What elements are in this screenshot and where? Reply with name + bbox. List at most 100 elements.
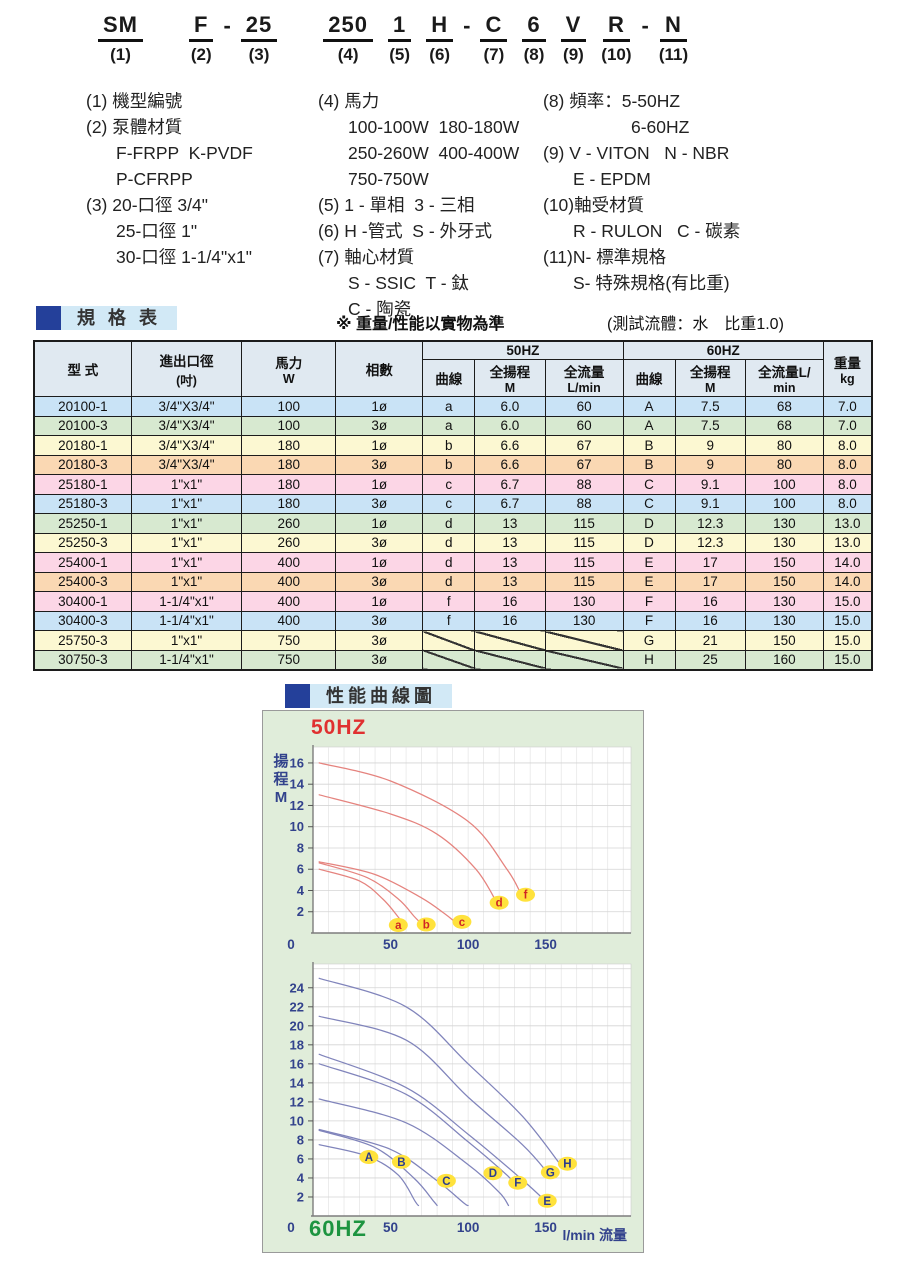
code-position-number: (8) bbox=[523, 45, 545, 64]
cell-flow-60: 160 bbox=[744, 649, 824, 670]
code-value: N bbox=[660, 12, 687, 42]
cell-model: 25400-3 bbox=[33, 571, 132, 592]
code-value: 1 bbox=[387, 12, 412, 42]
x-tick-label: 50 bbox=[383, 937, 398, 952]
cell-power: 180 bbox=[241, 454, 337, 475]
code-position-number: (4) bbox=[337, 45, 359, 64]
code-dash: - bbox=[463, 13, 471, 38]
col-header-phase: 相數 bbox=[335, 340, 424, 397]
col-header-model: 型 式 bbox=[33, 340, 132, 397]
col-header-60hz: 60HZ bbox=[622, 340, 824, 360]
cell-phase: 3ø bbox=[335, 571, 424, 592]
x-tick-label: 150 bbox=[534, 937, 557, 952]
col-header-power: 馬力 W bbox=[241, 340, 337, 397]
plot-area bbox=[312, 746, 632, 934]
code-value: 6 bbox=[522, 12, 546, 42]
table-row-30400-1: 30400-1 1-1/4"x1" 400 1ø f 16 130 F 16 130 15.0 bbox=[33, 591, 873, 612]
col-header-curve-60: 曲線 bbox=[622, 359, 676, 397]
cell-model: 30750-3 bbox=[33, 649, 132, 670]
code-part-2: F (2) bbox=[189, 12, 214, 65]
cell-head-60: 12.3 bbox=[674, 513, 746, 534]
table-row-25250-3: 25250-3 1"x1" 260 3ø d 13 115 D 12.3 130 13.0 bbox=[33, 532, 873, 553]
cell-flow-60: 150 bbox=[744, 552, 824, 573]
table-row-30400-3: 30400-3 1-1/4"x1" 400 3ø f 16 130 F 16 130 15.0 bbox=[33, 610, 873, 631]
cell-flow-60: 130 bbox=[744, 591, 824, 612]
cell-curve-50: b bbox=[422, 454, 476, 475]
curve-label-b: b bbox=[423, 919, 430, 931]
cell-power: 180 bbox=[241, 474, 337, 495]
cell-flow-60: 80 bbox=[744, 435, 824, 456]
legend-line: (3) 20-口徑 3/4" bbox=[86, 195, 208, 215]
cell-curve-50: f bbox=[422, 610, 476, 631]
cell-curve-60: A bbox=[622, 396, 676, 417]
cell-flow-60: 130 bbox=[744, 513, 824, 534]
legend-line: P-CFRPP bbox=[116, 169, 193, 189]
y-tick-label: 14 bbox=[290, 777, 305, 792]
curve-label-bg-A bbox=[359, 1150, 379, 1165]
legend-line: (5) 1 - 單相 3 - 三相 bbox=[318, 195, 475, 215]
curve-label-H: H bbox=[563, 1159, 571, 1171]
y-tick-label: 4 bbox=[297, 1170, 305, 1185]
cell-ports: 1-1/4"x1" bbox=[130, 649, 243, 670]
cell-ports: 1"x1" bbox=[130, 571, 243, 592]
code-position-number: (7) bbox=[483, 45, 505, 64]
code-part-9: V (9) bbox=[560, 12, 587, 65]
cell-weight: 8.0 bbox=[822, 493, 873, 514]
curve-label-D: D bbox=[489, 1168, 497, 1180]
curve-label-B: B bbox=[397, 1157, 405, 1169]
cell-power: 260 bbox=[241, 532, 337, 553]
curve-label-bg-B bbox=[391, 1154, 411, 1169]
table-row-25400-3: 25400-3 1"x1" 400 3ø d 13 115 E 17 150 14.0 bbox=[33, 571, 873, 592]
col-header-weight: 重量 kg bbox=[822, 340, 873, 397]
y-tick-label: 12 bbox=[290, 1094, 304, 1109]
cell-curve-50: d bbox=[422, 552, 476, 573]
x-tick-label: 100 bbox=[457, 937, 480, 952]
cell-weight: 14.0 bbox=[822, 552, 873, 573]
cell-flow-60: 150 bbox=[744, 571, 824, 592]
cell-model: 20100-3 bbox=[33, 415, 132, 436]
cell-ports: 1"x1" bbox=[130, 474, 243, 495]
cell-ports: 1"x1" bbox=[130, 532, 243, 553]
cell-phase: 1ø bbox=[335, 435, 424, 456]
cell-head-60: 17 bbox=[674, 552, 746, 573]
cell-phase: 3ø bbox=[335, 630, 424, 651]
code-position-number: (11) bbox=[658, 45, 689, 64]
cell-head-50: 6.0 bbox=[474, 396, 546, 417]
y-tick-label: 10 bbox=[290, 1113, 304, 1128]
curve-label-bg-a bbox=[388, 918, 408, 933]
cell-curve-60: A bbox=[622, 415, 676, 436]
cell-curve-60: B bbox=[622, 454, 676, 475]
curve-label-C: C bbox=[442, 1176, 450, 1188]
code-part-3: 25 (3) bbox=[240, 12, 278, 65]
curve-c bbox=[318, 861, 455, 922]
cell-head-60: 7.5 bbox=[674, 396, 746, 417]
table-row-20180-1: 20180-1 3/4"X3/4" 180 1ø b 6.6 67 B 9 80 8.0 bbox=[33, 435, 873, 456]
cell-model: 25750-3 bbox=[33, 630, 132, 651]
y-tick-label: 8 bbox=[297, 1132, 304, 1147]
cell-weight: 8.0 bbox=[822, 454, 873, 475]
cell-curve-50: d bbox=[422, 571, 476, 592]
blue-square-icon bbox=[285, 684, 310, 708]
code-position-number: (2) bbox=[190, 45, 212, 64]
cell-flow-50: 130 bbox=[544, 591, 624, 612]
curve-label-bg-b bbox=[416, 917, 436, 932]
code-value: V bbox=[560, 12, 587, 42]
cell-model: 30400-3 bbox=[33, 610, 132, 631]
cell-curve-50: d bbox=[422, 532, 476, 553]
cell-curve-50 bbox=[422, 630, 476, 651]
cell-head-60: 9 bbox=[674, 435, 746, 456]
cell-flow-50 bbox=[544, 630, 624, 651]
cell-model: 25400-1 bbox=[33, 552, 132, 573]
cell-curve-60: C bbox=[622, 474, 676, 495]
col-header-head-60: 全揚程 M bbox=[674, 359, 746, 397]
cell-phase: 1ø bbox=[335, 552, 424, 573]
cell-weight: 7.0 bbox=[822, 415, 873, 436]
cell-head-50 bbox=[474, 649, 546, 670]
performance-section-title: 性能曲線圖 bbox=[310, 684, 452, 708]
cell-ports: 1"x1" bbox=[130, 513, 243, 534]
table-row-20100-3: 20100-3 3/4"X3/4" 100 3ø a 6.0 60 A 7.5 68 7.0 bbox=[33, 415, 873, 436]
cell-head-60: 16 bbox=[674, 591, 746, 612]
cell-power: 400 bbox=[241, 552, 337, 573]
